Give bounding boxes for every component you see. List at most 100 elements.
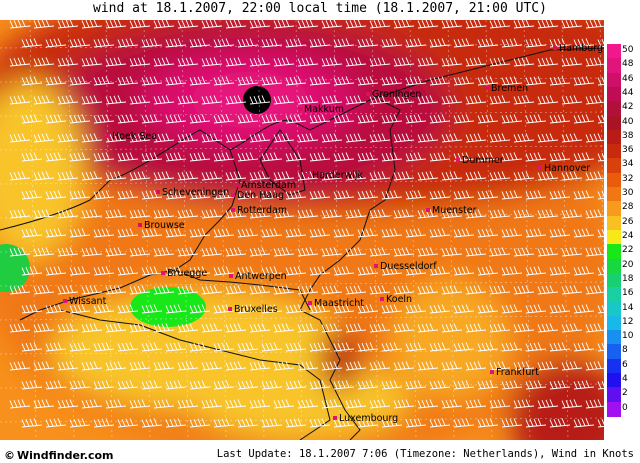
wind-barb xyxy=(21,76,43,86)
wind-barb xyxy=(549,76,571,86)
city-rotterdam[interactable]: Rotterdam xyxy=(231,205,287,216)
city-marker xyxy=(306,173,310,177)
city-antwerpen[interactable]: Antwerpen xyxy=(229,271,287,282)
wind-barb xyxy=(165,76,187,86)
wind-barb xyxy=(201,361,223,371)
wind-barb xyxy=(489,171,511,181)
wind-barb xyxy=(201,95,223,105)
wind-barb xyxy=(57,247,79,257)
wind-barb xyxy=(405,418,427,428)
wind-barb xyxy=(33,399,55,409)
city-maastricht[interactable]: Maastricht xyxy=(308,298,364,309)
legend-swatch-24 xyxy=(607,230,621,245)
city-hamburg[interactable]: Hamburg xyxy=(553,43,603,54)
wind-barb xyxy=(417,399,439,409)
wind-map[interactable]: Hamburg Bremen Groningen Makkum Hoek Sea Hard… xyxy=(0,20,604,440)
city-wissant[interactable]: Wissant xyxy=(63,296,107,307)
wind-barb xyxy=(513,20,535,29)
city-marker xyxy=(229,274,233,278)
city-duesseldorf[interactable]: Duesseldorf xyxy=(374,261,437,272)
city-brouwse[interactable]: Brouwse xyxy=(138,220,185,231)
wind-barb xyxy=(273,247,295,257)
field-26kt-lux xyxy=(190,360,410,440)
wind-barb xyxy=(561,171,583,181)
legend-swatch-32 xyxy=(607,172,621,188)
wind-barb xyxy=(333,190,355,200)
wind-barb xyxy=(153,285,175,295)
wind-barb xyxy=(501,304,523,314)
wind-barb xyxy=(9,20,31,29)
city-den-haag[interactable]: Den Haag xyxy=(231,190,284,201)
wind-barb xyxy=(237,114,259,124)
city-harderwijk[interactable]: Harderwijk xyxy=(306,170,364,181)
wind-barb xyxy=(69,114,91,124)
wind-barb xyxy=(153,133,175,143)
legend-swatch-10 xyxy=(607,330,621,346)
city-scheveningen[interactable]: Scheveningen xyxy=(156,187,229,198)
legend-swatch-16 xyxy=(607,287,621,303)
wind-barb xyxy=(597,115,604,124)
wind-barb xyxy=(285,418,307,428)
city-makkum[interactable]: Makkum xyxy=(298,104,344,115)
wind-barb xyxy=(261,266,283,276)
wind-barb xyxy=(561,285,583,295)
city-koeln[interactable]: Koeln xyxy=(380,294,412,305)
wind-barb xyxy=(477,418,499,428)
wind-barb xyxy=(189,228,211,238)
wind-barb xyxy=(57,95,79,105)
city-label: Muenster xyxy=(432,205,477,216)
wind-barb xyxy=(525,266,547,276)
wind-barb xyxy=(417,133,439,143)
wind-barb xyxy=(333,228,355,238)
wind-barb xyxy=(453,304,475,314)
legend-label: 48 xyxy=(622,59,634,70)
wind-barb xyxy=(45,418,67,428)
wind-barb xyxy=(465,323,487,333)
city-bremen[interactable]: Bremen xyxy=(485,83,528,94)
wind-barb xyxy=(309,380,331,390)
legend-label: 20 xyxy=(622,259,634,270)
wind-barb xyxy=(345,361,367,371)
wind-barb xyxy=(525,114,547,124)
wind-barb xyxy=(201,133,223,143)
wind-barb xyxy=(33,57,55,67)
wind-barb xyxy=(249,57,271,67)
city-muenster[interactable]: Muenster xyxy=(426,205,477,216)
wind-barb xyxy=(21,190,43,200)
windfinder-logo[interactable]: © Windfinder.com xyxy=(4,449,114,462)
wind-barb xyxy=(237,152,259,162)
grid-parallel xyxy=(0,179,604,185)
city-groningen[interactable]: Groningen xyxy=(366,89,421,100)
wind-barb xyxy=(117,152,139,162)
wind-barb xyxy=(225,323,247,333)
city-bruxelles[interactable]: Bruxelles xyxy=(228,304,278,315)
wind-barb xyxy=(297,285,319,295)
wind-barb xyxy=(81,20,103,29)
wind-barb xyxy=(477,76,499,86)
city-frankfurt[interactable]: Frankfurt xyxy=(490,367,539,378)
city-dummer[interactable]: Dummer xyxy=(456,155,504,166)
wind-barb xyxy=(141,380,163,390)
city-marker xyxy=(333,416,337,420)
legend-swatch-48 xyxy=(607,58,621,74)
wind-barb xyxy=(357,228,379,238)
wind-barb xyxy=(477,380,499,390)
city-marker xyxy=(485,86,489,90)
city-hoek-sea[interactable]: Hoek Sea xyxy=(106,131,157,142)
city-hannover[interactable]: Hannover xyxy=(538,163,590,174)
wind-barb xyxy=(345,247,367,257)
city-bruegge[interactable]: Bruegge xyxy=(161,268,207,279)
wind-barb xyxy=(381,304,403,314)
wind-barb xyxy=(93,152,115,162)
wind-barb xyxy=(489,247,511,257)
wind-barb xyxy=(105,209,127,219)
wind-barb xyxy=(213,38,235,48)
wind-barb xyxy=(345,95,367,105)
legend-label: 28 xyxy=(622,202,634,213)
grid-parallel xyxy=(0,349,604,355)
city-amsterdam[interactable]: Amsterdam xyxy=(235,180,296,191)
wind-barb xyxy=(441,171,463,181)
legend-swatch-4 xyxy=(607,373,621,389)
wind-barb xyxy=(21,380,43,390)
city-luxembourg[interactable]: Luxembourg xyxy=(333,413,398,424)
